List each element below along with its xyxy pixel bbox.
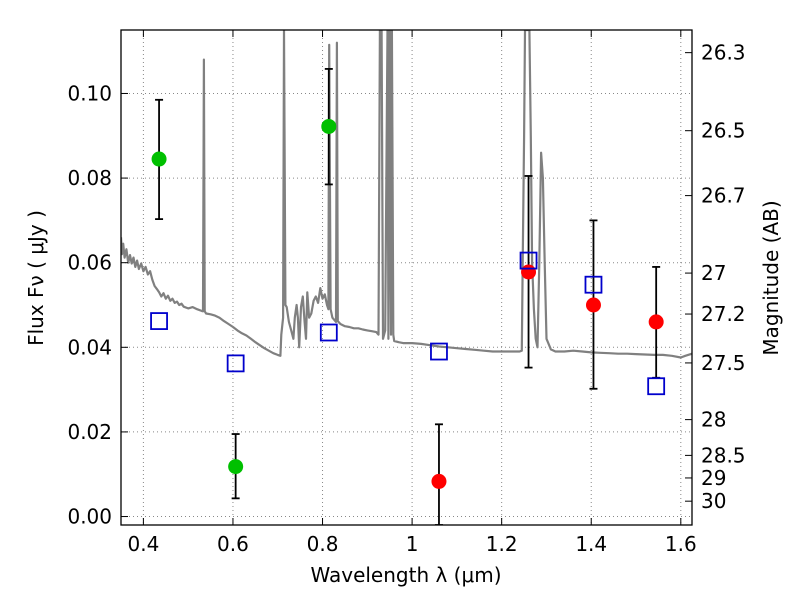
y2-tick-label: 28 <box>701 408 726 432</box>
green-data-point <box>321 118 337 134</box>
red-data-point <box>431 473 447 489</box>
red-data-point <box>521 264 537 280</box>
red-data-point <box>585 297 601 313</box>
grid-lines <box>121 30 692 525</box>
green-data-point <box>151 151 167 167</box>
y2-tick-label: 27.5 <box>701 351 746 375</box>
model-photometry-square <box>430 342 448 361</box>
model-photometry-square <box>519 251 538 270</box>
plot-area <box>121 30 692 525</box>
y2-tick-label: 26.5 <box>701 119 746 143</box>
y-tick-label: 0.00 <box>67 505 112 529</box>
model-photometry-square <box>647 377 666 396</box>
model-photometry-square <box>226 354 245 373</box>
y-tick-label: 0.04 <box>67 335 112 359</box>
plot-frame <box>120 29 693 526</box>
y-axis-label: Flux Fν ( μJy ) <box>24 210 48 346</box>
y2-tick-label: 29 <box>701 466 726 490</box>
x-tick-label: 1 <box>406 532 419 556</box>
y2-tick-label: 26.7 <box>701 184 746 208</box>
x-tick-label: 0.6 <box>217 532 249 556</box>
x-tick-label: 0.4 <box>127 532 159 556</box>
x-tick-label: 1.2 <box>486 532 518 556</box>
x-tick-label: 1.4 <box>575 532 607 556</box>
x-tick-label: 1.6 <box>665 532 697 556</box>
red-data-point <box>648 314 664 330</box>
model-photometry-square <box>319 323 338 342</box>
model-photometry-square <box>584 275 603 294</box>
y-tick-label: 0.06 <box>67 251 112 275</box>
y-tick-label: 0.08 <box>67 166 112 190</box>
axis-ticks: 0.4 0.6 0.8 1 1.2 1.4 1.6 0.00 0.02 0.04 0.06 0.08 0… <box>67 30 746 556</box>
y-tick-label: 0.10 <box>67 81 112 105</box>
y2-tick-label: 27.2 <box>701 302 746 326</box>
model-photometry-square <box>150 312 168 330</box>
model-spectrum-line <box>121 30 692 359</box>
x-axis-label: Wavelength λ (μm) <box>310 563 501 587</box>
y2-tick-label: 30 <box>701 489 726 513</box>
y-tick-label: 0.02 <box>67 420 112 444</box>
y2-tick-label: 27 <box>701 261 726 285</box>
green-data-point <box>228 459 244 475</box>
y2-tick-label: 26.3 <box>701 41 746 65</box>
y2-tick-label: 28.5 <box>701 443 746 467</box>
x-tick-label: 0.8 <box>307 532 339 556</box>
y2-axis-label: Magnitude (AB) <box>759 200 783 355</box>
